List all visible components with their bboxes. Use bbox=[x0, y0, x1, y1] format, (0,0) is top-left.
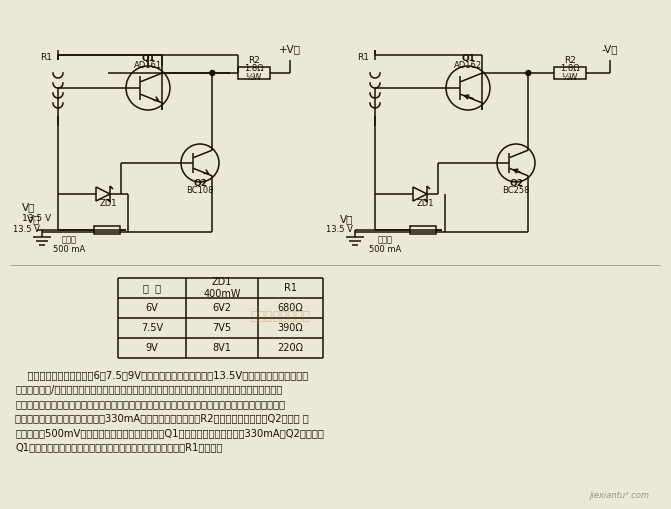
Text: 680Ω: 680Ω bbox=[278, 303, 303, 313]
Text: 390Ω: 390Ω bbox=[278, 323, 303, 333]
Text: V入: V入 bbox=[22, 202, 36, 212]
Text: 创威科技有限公司: 创威科技有限公司 bbox=[250, 309, 310, 323]
Text: 6V: 6V bbox=[146, 303, 158, 313]
Text: BC258: BC258 bbox=[503, 186, 529, 195]
Text: -V出: -V出 bbox=[602, 44, 618, 54]
Text: ZD1: ZD1 bbox=[99, 199, 117, 208]
Text: +V出: +V出 bbox=[279, 44, 301, 54]
Text: ½W: ½W bbox=[246, 73, 262, 82]
Text: R2: R2 bbox=[564, 56, 576, 65]
Circle shape bbox=[526, 71, 531, 75]
Text: ZD1: ZD1 bbox=[416, 199, 433, 208]
Text: AD161: AD161 bbox=[134, 61, 162, 70]
Text: Q1: Q1 bbox=[141, 54, 155, 63]
Text: 13.5 V: 13.5 V bbox=[326, 225, 353, 234]
Bar bbox=[410, 226, 436, 234]
Text: Q2: Q2 bbox=[509, 179, 523, 188]
Bar bbox=[94, 226, 120, 234]
Text: 500 mA: 500 mA bbox=[369, 245, 401, 254]
Text: 500 mA: 500 mA bbox=[53, 245, 85, 254]
Text: 以接到变压器/整流电路的滤波直流输出端。图示为正地和负地两类系统。功率晶体管可以安装在散热: 以接到变压器/整流电路的滤波直流输出端。图示为正地和负地两类系统。功率晶体管可以… bbox=[15, 384, 282, 394]
Text: BC108: BC108 bbox=[187, 186, 214, 195]
Text: 1.8Ω: 1.8Ω bbox=[560, 64, 580, 73]
Text: V入: V入 bbox=[340, 214, 353, 224]
Bar bbox=[238, 67, 270, 79]
Bar bbox=[554, 67, 586, 79]
Text: 8V1: 8V1 bbox=[213, 343, 231, 353]
Text: V入: V入 bbox=[27, 214, 40, 224]
Text: jiexiantu².com: jiexiantu².com bbox=[590, 491, 650, 500]
Text: 6V2: 6V2 bbox=[213, 303, 231, 313]
Text: AD162: AD162 bbox=[454, 61, 482, 70]
Text: 13.5 V: 13.5 V bbox=[22, 214, 51, 223]
Text: 以防止过载或短路。电流不能超过330mA。在一般工作情况下，R2上的电压不会升到使Q2导通所 必: 以防止过载或短路。电流不能超过330mA。在一般工作情况下，R2上的电压不会升到… bbox=[15, 413, 309, 423]
Text: 13.5 V: 13.5 V bbox=[13, 225, 40, 234]
Text: 7V5: 7V5 bbox=[213, 323, 231, 333]
Text: Q1截止，这就保护了调整管。表中给出了不同齐纳管电压时的R1电阻值。: Q1截止，这就保护了调整管。表中给出了不同齐纳管电压时的R1电阻值。 bbox=[15, 442, 222, 453]
Text: 电  压: 电 压 bbox=[143, 283, 161, 293]
Circle shape bbox=[210, 71, 215, 75]
Text: 7.5V: 7.5V bbox=[141, 323, 163, 333]
Text: Q2: Q2 bbox=[193, 179, 207, 188]
Text: R1: R1 bbox=[40, 53, 52, 62]
Text: 保险丝: 保险丝 bbox=[378, 235, 393, 244]
Text: 220Ω: 220Ω bbox=[278, 343, 303, 353]
Text: 这个短路保护稳压器输出6、7.5和9V电压，它的输入是汽车用的13.5V额定电池电源。当然也可: 这个短路保护稳压器输出6、7.5和9V电压，它的输入是汽车用的13.5V额定电池… bbox=[15, 370, 308, 380]
Text: 1.8Ω: 1.8Ω bbox=[244, 64, 264, 73]
Text: 须的电压（500mV）之上，此时，电路表现为只有Q1存在。如果负载电流超过330mA，Q2导通而使: 须的电压（500mV）之上，此时，电路表现为只有Q1存在。如果负载电流超过330… bbox=[15, 428, 324, 438]
Text: ½W: ½W bbox=[562, 73, 578, 82]
Text: Q1: Q1 bbox=[461, 54, 475, 63]
Text: R2: R2 bbox=[248, 56, 260, 65]
Text: R1: R1 bbox=[284, 283, 297, 293]
Text: 器上，然而并不需要云母绝缘片（因功率管集电极接地），这有利于提高散热效率。图示两种电路都可: 器上，然而并不需要云母绝缘片（因功率管集电极接地），这有利于提高散热效率。图示两… bbox=[15, 399, 285, 409]
Text: 9V: 9V bbox=[146, 343, 158, 353]
Text: ZD1
400mW: ZD1 400mW bbox=[203, 277, 241, 299]
Text: R1: R1 bbox=[357, 53, 369, 62]
Text: 保险丝: 保险丝 bbox=[62, 235, 76, 244]
